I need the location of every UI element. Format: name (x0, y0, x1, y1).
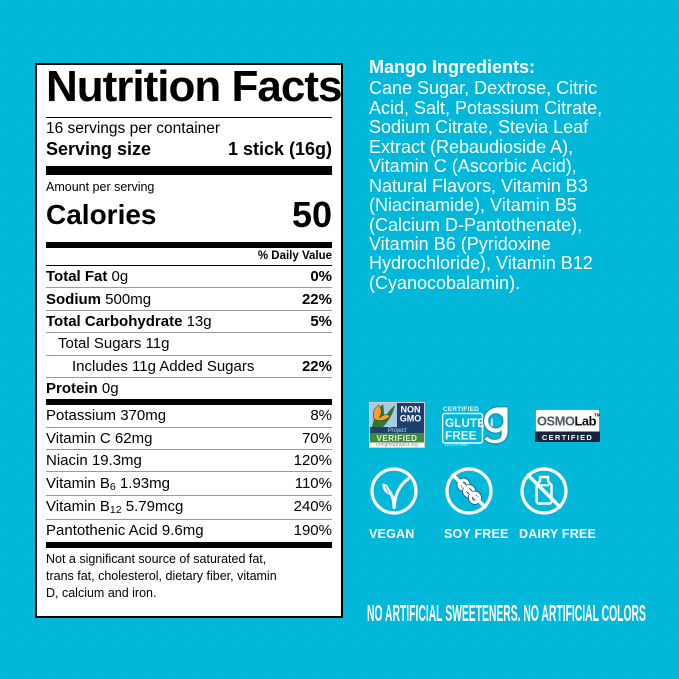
svg-text:FREE: FREE (445, 428, 477, 442)
svg-text:CERTIFIED: CERTIFIED (443, 406, 479, 413)
svg-text:TM: TM (594, 413, 600, 418)
svg-text:OSMOLab: OSMOLab (537, 414, 597, 429)
svg-text:GFCO.ORG: GFCO.ORG (445, 443, 469, 447)
svg-text:CERTIFIED: CERTIFIED (542, 433, 593, 442)
svg-text:GMO: GMO (400, 414, 422, 424)
